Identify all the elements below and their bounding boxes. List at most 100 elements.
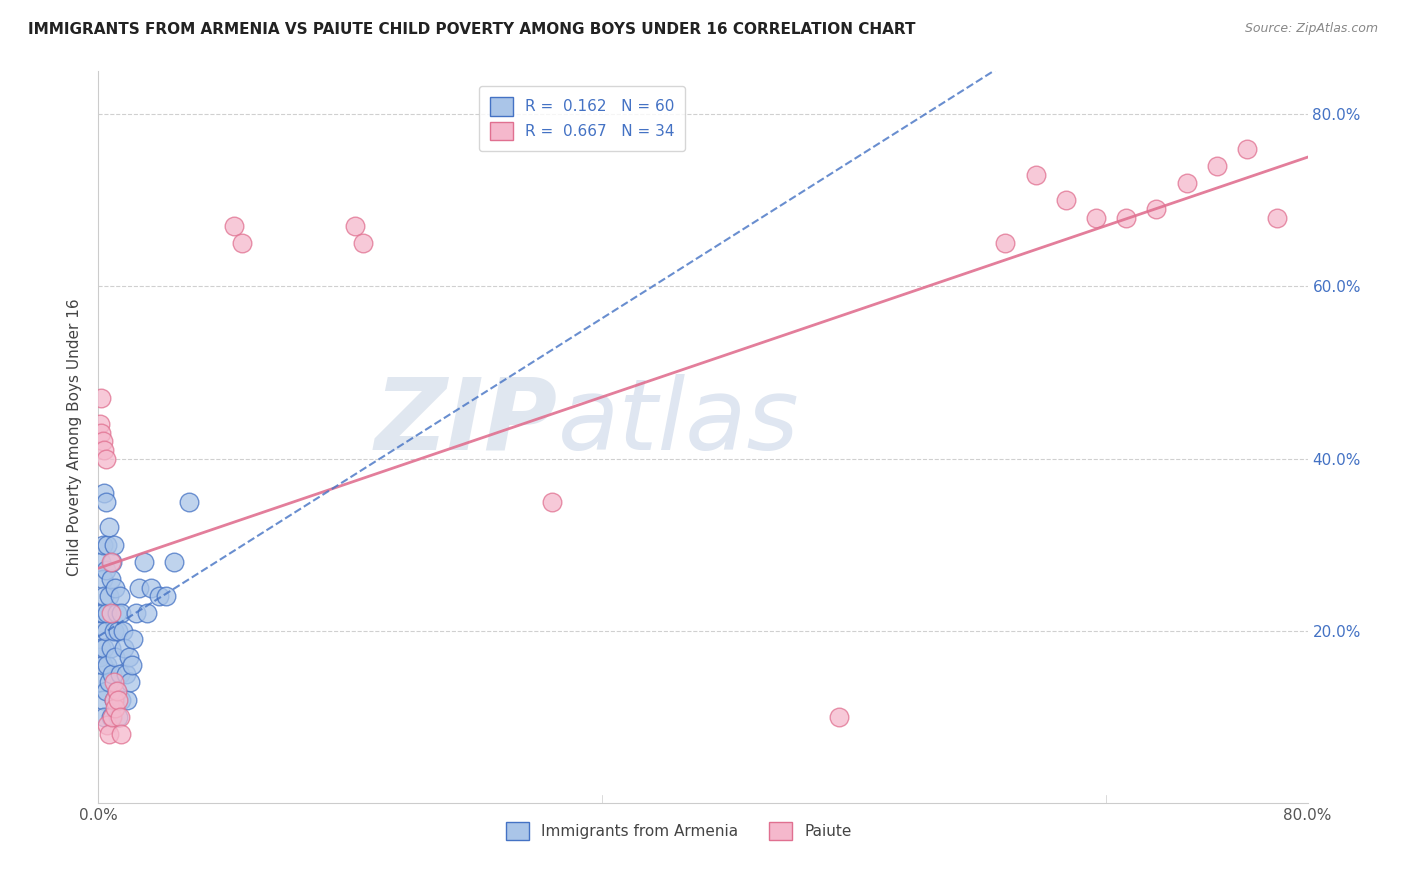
Point — [120, 675, 142, 690]
Point — [111, 624, 134, 638]
Point — [105, 607, 128, 621]
Point — [107, 710, 129, 724]
Point — [110, 727, 132, 741]
Point — [89, 417, 111, 432]
Y-axis label: Child Poverty Among Boys Under 16: Child Poverty Among Boys Under 16 — [67, 298, 83, 576]
Point — [90, 640, 112, 655]
Point — [93, 710, 115, 724]
Point — [101, 710, 124, 724]
Point — [179, 494, 201, 508]
Point — [96, 718, 118, 732]
Point — [344, 219, 367, 234]
Point — [103, 692, 125, 706]
Point — [110, 607, 132, 621]
Point — [94, 624, 117, 638]
Point — [1236, 142, 1258, 156]
Point — [1085, 211, 1108, 225]
Point — [93, 442, 115, 457]
Point — [89, 624, 111, 638]
Point — [540, 494, 562, 508]
Point — [128, 581, 150, 595]
Point — [94, 564, 117, 578]
Point — [90, 425, 112, 440]
Point — [155, 589, 177, 603]
Point — [93, 640, 115, 655]
Text: atlas: atlas — [558, 374, 800, 471]
Point — [125, 607, 148, 621]
Point — [1115, 211, 1137, 225]
Point — [100, 572, 122, 586]
Text: ZIP: ZIP — [375, 374, 558, 471]
Point — [148, 589, 170, 603]
Point — [108, 589, 131, 603]
Point — [994, 236, 1017, 251]
Point — [100, 555, 122, 569]
Point — [91, 658, 114, 673]
Point — [91, 572, 114, 586]
Point — [163, 555, 186, 569]
Point — [98, 727, 121, 741]
Point — [1175, 176, 1198, 190]
Point — [1267, 211, 1289, 225]
Point — [104, 701, 127, 715]
Point — [90, 607, 112, 621]
Point — [101, 555, 124, 569]
Point — [231, 236, 253, 251]
Point — [110, 692, 132, 706]
Point — [91, 607, 114, 621]
Point — [108, 710, 131, 724]
Point — [1144, 202, 1167, 216]
Point — [100, 710, 122, 724]
Point — [90, 392, 112, 406]
Point — [103, 675, 125, 690]
Point — [93, 589, 115, 603]
Point — [352, 236, 374, 251]
Point — [1054, 194, 1077, 208]
Point — [114, 666, 136, 681]
Point — [94, 451, 117, 466]
Point — [101, 666, 124, 681]
Point — [141, 581, 163, 595]
Point — [93, 486, 115, 500]
Point — [122, 632, 145, 647]
Point — [100, 607, 122, 621]
Point — [121, 658, 143, 673]
Point — [104, 581, 127, 595]
Point — [96, 607, 118, 621]
Point — [135, 607, 157, 621]
Point — [90, 555, 112, 569]
Point — [96, 658, 118, 673]
Point — [103, 624, 125, 638]
Text: IMMIGRANTS FROM ARMENIA VS PAIUTE CHILD POVERTY AMONG BOYS UNDER 16 CORRELATION : IMMIGRANTS FROM ARMENIA VS PAIUTE CHILD … — [28, 22, 915, 37]
Text: Source: ZipAtlas.com: Source: ZipAtlas.com — [1244, 22, 1378, 36]
Point — [1206, 159, 1229, 173]
Point — [91, 692, 114, 706]
Point — [118, 649, 141, 664]
Point — [104, 649, 127, 664]
Point — [828, 710, 851, 724]
Point — [89, 649, 111, 664]
Point — [94, 684, 117, 698]
Point — [96, 538, 118, 552]
Point — [98, 520, 121, 534]
Point — [108, 666, 131, 681]
Point — [98, 589, 121, 603]
Point — [112, 640, 135, 655]
Point — [105, 684, 128, 698]
Point — [91, 434, 114, 449]
Point — [107, 624, 129, 638]
Point — [1024, 168, 1046, 182]
Legend: Immigrants from Armenia, Paiute: Immigrants from Armenia, Paiute — [501, 815, 858, 847]
Point — [107, 692, 129, 706]
Point — [91, 538, 114, 552]
Point — [94, 494, 117, 508]
Point — [103, 692, 125, 706]
Point — [105, 684, 128, 698]
Point — [115, 692, 138, 706]
Point — [132, 555, 155, 569]
Point — [90, 675, 112, 690]
Point — [103, 538, 125, 552]
Point — [100, 640, 122, 655]
Point — [98, 675, 121, 690]
Point — [224, 219, 246, 234]
